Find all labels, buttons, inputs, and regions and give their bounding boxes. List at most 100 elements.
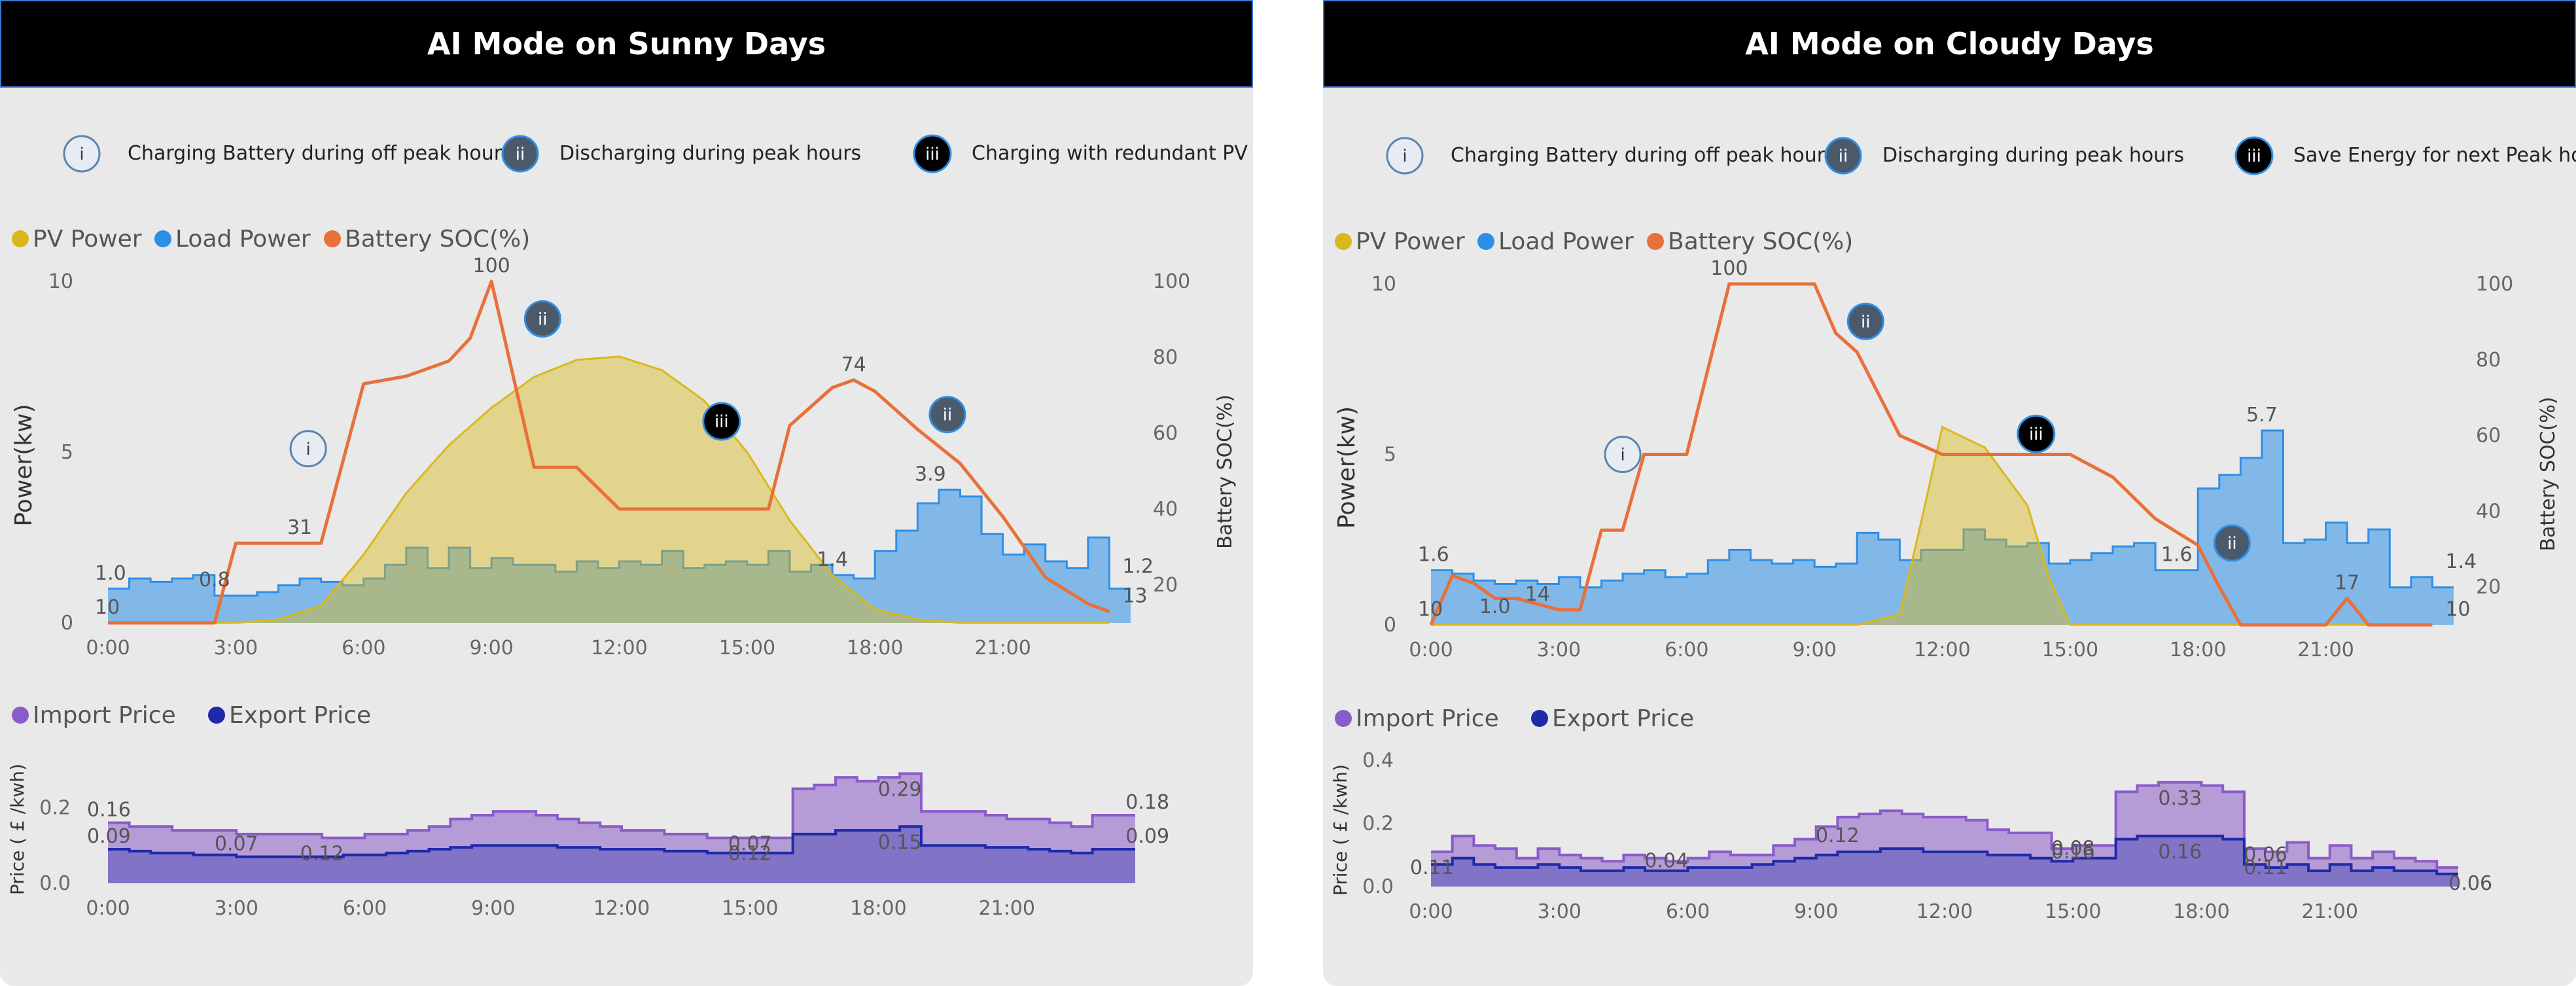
cloudy-y-tick-2: 10 bbox=[1371, 273, 1396, 296]
sunny-power-legend-label-2: Load Power bbox=[175, 226, 311, 253]
sunny-marker-ii-icon-4: ii bbox=[928, 396, 966, 434]
cloudy-battery-soc-line bbox=[1429, 282, 2433, 627]
sunny-step-badge-ii-icon: ii bbox=[501, 135, 539, 173]
cloudy-power-data-label-8: 17 bbox=[2335, 571, 2359, 594]
cloudy-price-y-tick-0: 0.0 bbox=[1362, 875, 1394, 898]
cloudy-price-data-label-6: 0.33 bbox=[2158, 787, 2202, 810]
cloudy-step-badge-i-icon-shape bbox=[1386, 137, 1424, 175]
sunny-power-data-label-1: 1.0 bbox=[95, 562, 126, 585]
sunny-step-badge-ii-icon-shape bbox=[501, 135, 539, 173]
cloudy-marker-ii-icon-2-shape bbox=[1846, 302, 1884, 340]
cloudy-marker-iii-icon-3: iii bbox=[2017, 414, 2056, 453]
cloudy-price-x-tick-1: 3:00 bbox=[1538, 900, 1581, 923]
sunny-marker-ii-icon-2: ii bbox=[523, 300, 561, 338]
cloudy-step-badge-ii-icon: ii bbox=[1824, 137, 1862, 175]
cloudy-marker-ii-icon-4-shape bbox=[2213, 524, 2251, 562]
cloudy-load-power-line bbox=[1431, 429, 2454, 589]
sunny-price-x-tick-0: 0:00 bbox=[86, 897, 130, 920]
cloudy-marker-ii-icon-4-label: ii bbox=[2227, 534, 2236, 554]
cloudy-price-x-tick-3: 9:00 bbox=[1794, 900, 1838, 923]
cloudy-power-legend-label-3: Battery SOC(%) bbox=[1668, 228, 1853, 255]
cloudy-power-legend-dot-3 bbox=[1647, 233, 1664, 250]
cloudy-marker-iii-icon-3-label: iii bbox=[2029, 425, 2043, 444]
cloudy-power-data-label-10: 10 bbox=[2445, 598, 2470, 621]
sunny-export-price-line bbox=[108, 825, 1135, 858]
sunny-power-data-label-10: 13 bbox=[1122, 585, 1147, 608]
sunny-price-y-tick-1: 0.2 bbox=[39, 796, 71, 819]
cloudy-panel-title: AI Mode on Cloudy Days bbox=[1745, 26, 2154, 62]
sunny-price-legend-label-2: Export Price bbox=[229, 702, 371, 729]
cloudy-y2-tick-2: 60 bbox=[2476, 425, 2501, 448]
cloudy-y2-tick-3: 80 bbox=[2476, 349, 2501, 372]
sunny-price-x-tick-2: 6:00 bbox=[343, 897, 387, 920]
cloudy-panel-header: AI Mode on Cloudy Days bbox=[1323, 0, 2576, 88]
cloudy-price-legend-dot-1 bbox=[1335, 710, 1352, 727]
sunny-price-data-label-10: 0.09 bbox=[1125, 825, 1169, 848]
cloudy-power-data-label-3: 1.0 bbox=[1479, 595, 1511, 618]
cloudy-price-legend-dot-2 bbox=[1531, 710, 1548, 727]
cloudy-export-price-line bbox=[1431, 834, 2458, 875]
cloudy-power-legend-dot-1 bbox=[1335, 233, 1352, 250]
sunny-y-tick-1: 5 bbox=[61, 441, 73, 464]
sunny-y-tick-2: 10 bbox=[48, 270, 73, 293]
sunny-x-tick-0: 0:00 bbox=[86, 637, 130, 660]
sunny-y-tick-0: 0 bbox=[61, 612, 73, 635]
cloudy-price-data-label-4: 0.08 bbox=[2051, 837, 2095, 860]
sunny-power-data-label-9: 1.2 bbox=[1122, 555, 1154, 578]
sunny-price-data-label-9: 0.18 bbox=[1125, 791, 1169, 814]
cloudy-step-badge-i-icon-label: i bbox=[1402, 147, 1407, 166]
cloudy-power-data-label-7: 5.7 bbox=[2246, 404, 2278, 427]
cloudy-marker-i-icon-1: i bbox=[1604, 436, 1642, 473]
sunny-price-data-label-4: 0.12 bbox=[300, 843, 344, 866]
cloudy-marker-iii-icon-3-shape bbox=[2017, 414, 2056, 453]
cloudy-step-badge-i-icon: i bbox=[1386, 137, 1424, 175]
cloudy-x-tick-7: 21:00 bbox=[2297, 639, 2354, 661]
cloudy-marker-i-icon-1-label: i bbox=[1620, 446, 1625, 465]
sunny-power-legend-label-1: PV Power bbox=[33, 226, 142, 253]
sunny-price-x-tick-6: 18:00 bbox=[850, 897, 906, 920]
sunny-load-power-line bbox=[108, 488, 1131, 597]
cloudy-price-y-tick-2: 0.4 bbox=[1362, 749, 1394, 772]
cloudy-price-x-tick-2: 6:00 bbox=[1666, 900, 1710, 923]
cloudy-price-data-label-3: 0.12 bbox=[1816, 824, 1860, 847]
cloudy-price-y-axis-label: Price ( £ /kwh) bbox=[1330, 764, 1351, 896]
sunny-marker-i-icon-1-shape bbox=[289, 430, 327, 468]
sunny-power-data-label-2: 10 bbox=[95, 596, 120, 619]
sunny-step-badge-i-icon-label: i bbox=[79, 145, 84, 164]
sunny-price-data-label-7: 0.29 bbox=[878, 778, 922, 801]
cloudy-power-data-label-5: 100 bbox=[1710, 257, 1748, 280]
sunny-price-data-label-3: 0.07 bbox=[215, 833, 258, 856]
sunny-price-data-label-6: 0.12 bbox=[728, 843, 772, 866]
cloudy-y2-tick-0: 20 bbox=[2476, 576, 2501, 599]
cloudy-price-data-label-2: 0.04 bbox=[1644, 850, 1688, 873]
cloudy-export-price-area bbox=[1431, 836, 2458, 887]
sunny-step-badge-iii-icon-shape bbox=[913, 134, 952, 173]
cloudy-y-tick-0: 0 bbox=[1384, 614, 1396, 637]
sunny-power-data-label-6: 74 bbox=[841, 353, 866, 376]
sunny-load-power-area bbox=[108, 489, 1131, 623]
sunny-power-data-label-5: 100 bbox=[472, 255, 510, 277]
sunny-price-y-tick-0: 0.0 bbox=[39, 872, 71, 895]
sunny-power-data-label-8: 3.9 bbox=[915, 463, 946, 485]
sunny-price-data-label-2: 0.09 bbox=[87, 825, 131, 848]
sunny-export-price-area bbox=[108, 826, 1135, 883]
sunny-marker-ii-icon-2-shape bbox=[523, 300, 561, 338]
cloudy-y2-axis-label: Battery SOC(%) bbox=[2537, 396, 2560, 551]
sunny-power-data-label-3: 0.8 bbox=[199, 569, 230, 591]
cloudy-power-data-label-1: 1.6 bbox=[1418, 544, 1449, 567]
sunny-price-data-label-8: 0.15 bbox=[878, 831, 922, 854]
sunny-step-badge-iii-icon-label: iii bbox=[925, 145, 940, 164]
sunny-x-tick-3: 9:00 bbox=[469, 637, 513, 660]
sunny-marker-i-icon-1: i bbox=[289, 430, 327, 468]
cloudy-marker-ii-icon-4: ii bbox=[2213, 524, 2251, 562]
cloudy-x-tick-4: 12:00 bbox=[1914, 639, 1970, 661]
sunny-power-legend-dot-2 bbox=[154, 230, 171, 247]
sunny-pv-power-area bbox=[108, 356, 1110, 623]
cloudy-price-y-tick-1: 0.2 bbox=[1362, 813, 1394, 836]
cloudy-x-tick-0: 0:00 bbox=[1409, 639, 1453, 661]
cloudy-price-x-tick-7: 21:00 bbox=[2302, 900, 2358, 923]
cloudy-price-x-tick-4: 12:00 bbox=[1916, 900, 1973, 923]
sunny-pv-power-line bbox=[108, 355, 1110, 624]
cloudy-pv-power-line bbox=[1431, 425, 2433, 626]
